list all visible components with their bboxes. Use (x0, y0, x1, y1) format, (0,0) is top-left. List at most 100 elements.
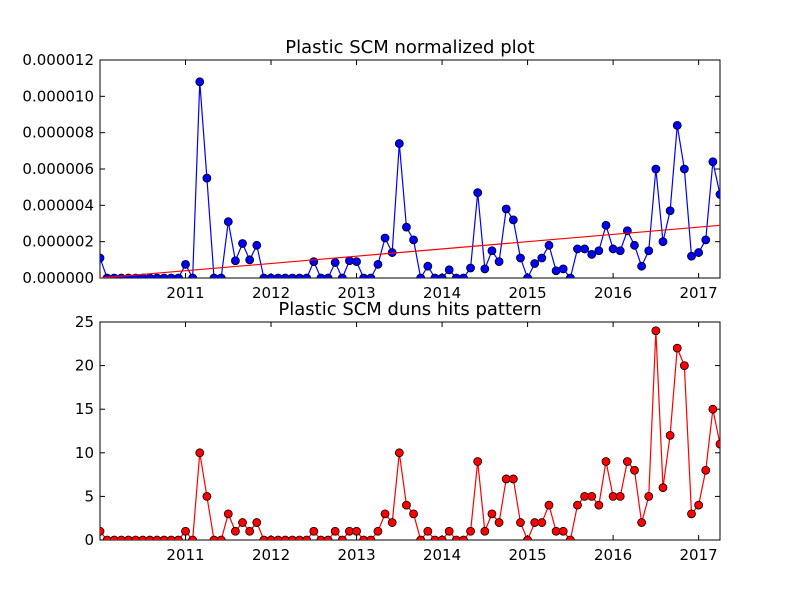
bottom-data-point (280, 535, 290, 540)
top-data-point (223, 217, 233, 227)
top-data-point (216, 273, 226, 278)
bottom-x-tick-label: 2013 (337, 546, 375, 564)
top-data-point (159, 273, 169, 278)
bottom-data-point (694, 500, 704, 510)
top-x-tick-label: 2016 (594, 284, 632, 302)
top-data-point (188, 273, 198, 278)
bottom-y-tick-label: 0 (84, 531, 94, 549)
top-data-point (295, 273, 304, 278)
bottom-data-point (245, 526, 255, 536)
bottom-data-point (316, 535, 326, 540)
top-data-point (444, 265, 454, 275)
top-data-point (316, 273, 326, 278)
top-data-point (466, 263, 475, 273)
bottom-data-point (402, 500, 411, 510)
bottom-data-point (238, 518, 247, 527)
top-data-point (100, 253, 105, 263)
top-data-point (323, 273, 333, 278)
bottom-x-tick-label: 2014 (423, 546, 461, 564)
top-data-point (537, 253, 547, 263)
bottom-data-point (152, 535, 162, 540)
bottom-data-point (259, 535, 269, 540)
top-series-group (100, 77, 720, 278)
bottom-data-point (701, 465, 711, 475)
bottom-data-point (459, 535, 468, 540)
bottom-data-point (687, 509, 696, 519)
bottom-data-point (558, 526, 568, 536)
top-data-point (630, 240, 639, 250)
bottom-data-point (394, 448, 404, 458)
bottom-data-point (216, 535, 226, 540)
bottom-data-point (630, 465, 639, 475)
top-data-point (473, 188, 483, 198)
bottom-data-point (430, 535, 440, 540)
top-data-point (637, 261, 647, 271)
top-data-point (195, 77, 205, 87)
top-data-point (459, 273, 468, 278)
bottom-chart-title: Plastic SCM duns hits pattern (278, 299, 541, 320)
bottom-data-point (273, 535, 283, 540)
bottom-data-point (601, 457, 611, 466)
top-data-point (230, 256, 240, 266)
bottom-data-point (230, 526, 240, 536)
bottom-data-point (188, 535, 198, 540)
top-data-point (402, 222, 411, 232)
top-x-tick-label: 2012 (252, 284, 290, 302)
bottom-y-tick-label: 20 (75, 357, 94, 375)
top-data-point (501, 204, 511, 214)
bottom-data-point (565, 535, 575, 540)
bottom-data-point (266, 535, 276, 540)
top-data-point (380, 233, 390, 243)
bottom-data-point (359, 535, 369, 540)
top-data-point (644, 246, 654, 256)
top-data-point (252, 240, 262, 250)
bottom-data-point (615, 491, 625, 501)
bottom-data-point (173, 535, 183, 540)
bottom-data-point (223, 509, 233, 519)
top-data-point (530, 259, 540, 268)
bottom-data-point (708, 404, 718, 414)
bottom-data-point (116, 535, 126, 540)
top-data-point (288, 273, 297, 278)
bottom-data-point (487, 509, 497, 519)
top-data-point (330, 258, 340, 267)
top-data-point (209, 273, 219, 278)
top-data-point (437, 273, 447, 278)
bottom-data-point (252, 518, 262, 527)
bottom-data-point (473, 457, 483, 466)
top-y-tick-label: 0.000012 (22, 51, 94, 69)
bottom-data-point (644, 491, 654, 501)
bottom-data-point (416, 535, 426, 540)
top-data-point (302, 273, 312, 278)
top-data-point (516, 253, 525, 263)
top-data-point (166, 273, 176, 278)
top-y-tick-label: 0.000006 (22, 160, 94, 178)
bottom-data-point (181, 526, 190, 536)
top-data-point (715, 190, 720, 199)
top-data-point (345, 256, 354, 266)
top-x-tick-label: 2011 (166, 284, 204, 302)
bottom-y-tick-label: 15 (75, 400, 94, 418)
bottom-data-point (288, 535, 297, 540)
top-chart-plot: 0.000000 0.000002 0.000004 0.000006 0.000008… (22, 51, 721, 302)
bottom-data-point (715, 439, 720, 449)
top-data-point (558, 264, 568, 274)
bottom-data-point (138, 535, 148, 540)
top-data-point (523, 273, 532, 278)
top-data-point (665, 206, 675, 216)
bottom-x-tick-label: 2015 (508, 546, 546, 564)
top-data-point (273, 273, 283, 278)
bottom-data-point (295, 535, 304, 540)
top-data-point (451, 273, 461, 278)
bottom-data-point (302, 535, 312, 540)
bottom-data-point (159, 535, 169, 540)
top-data-point (366, 273, 376, 278)
bottom-data-point (466, 526, 475, 536)
top-data-point (394, 139, 404, 148)
bottom-data-point (672, 343, 682, 353)
bottom-data-point (544, 500, 554, 510)
top-data-point (352, 257, 361, 267)
top-x-tick-label: 2015 (508, 284, 546, 302)
top-data-point (672, 121, 682, 130)
